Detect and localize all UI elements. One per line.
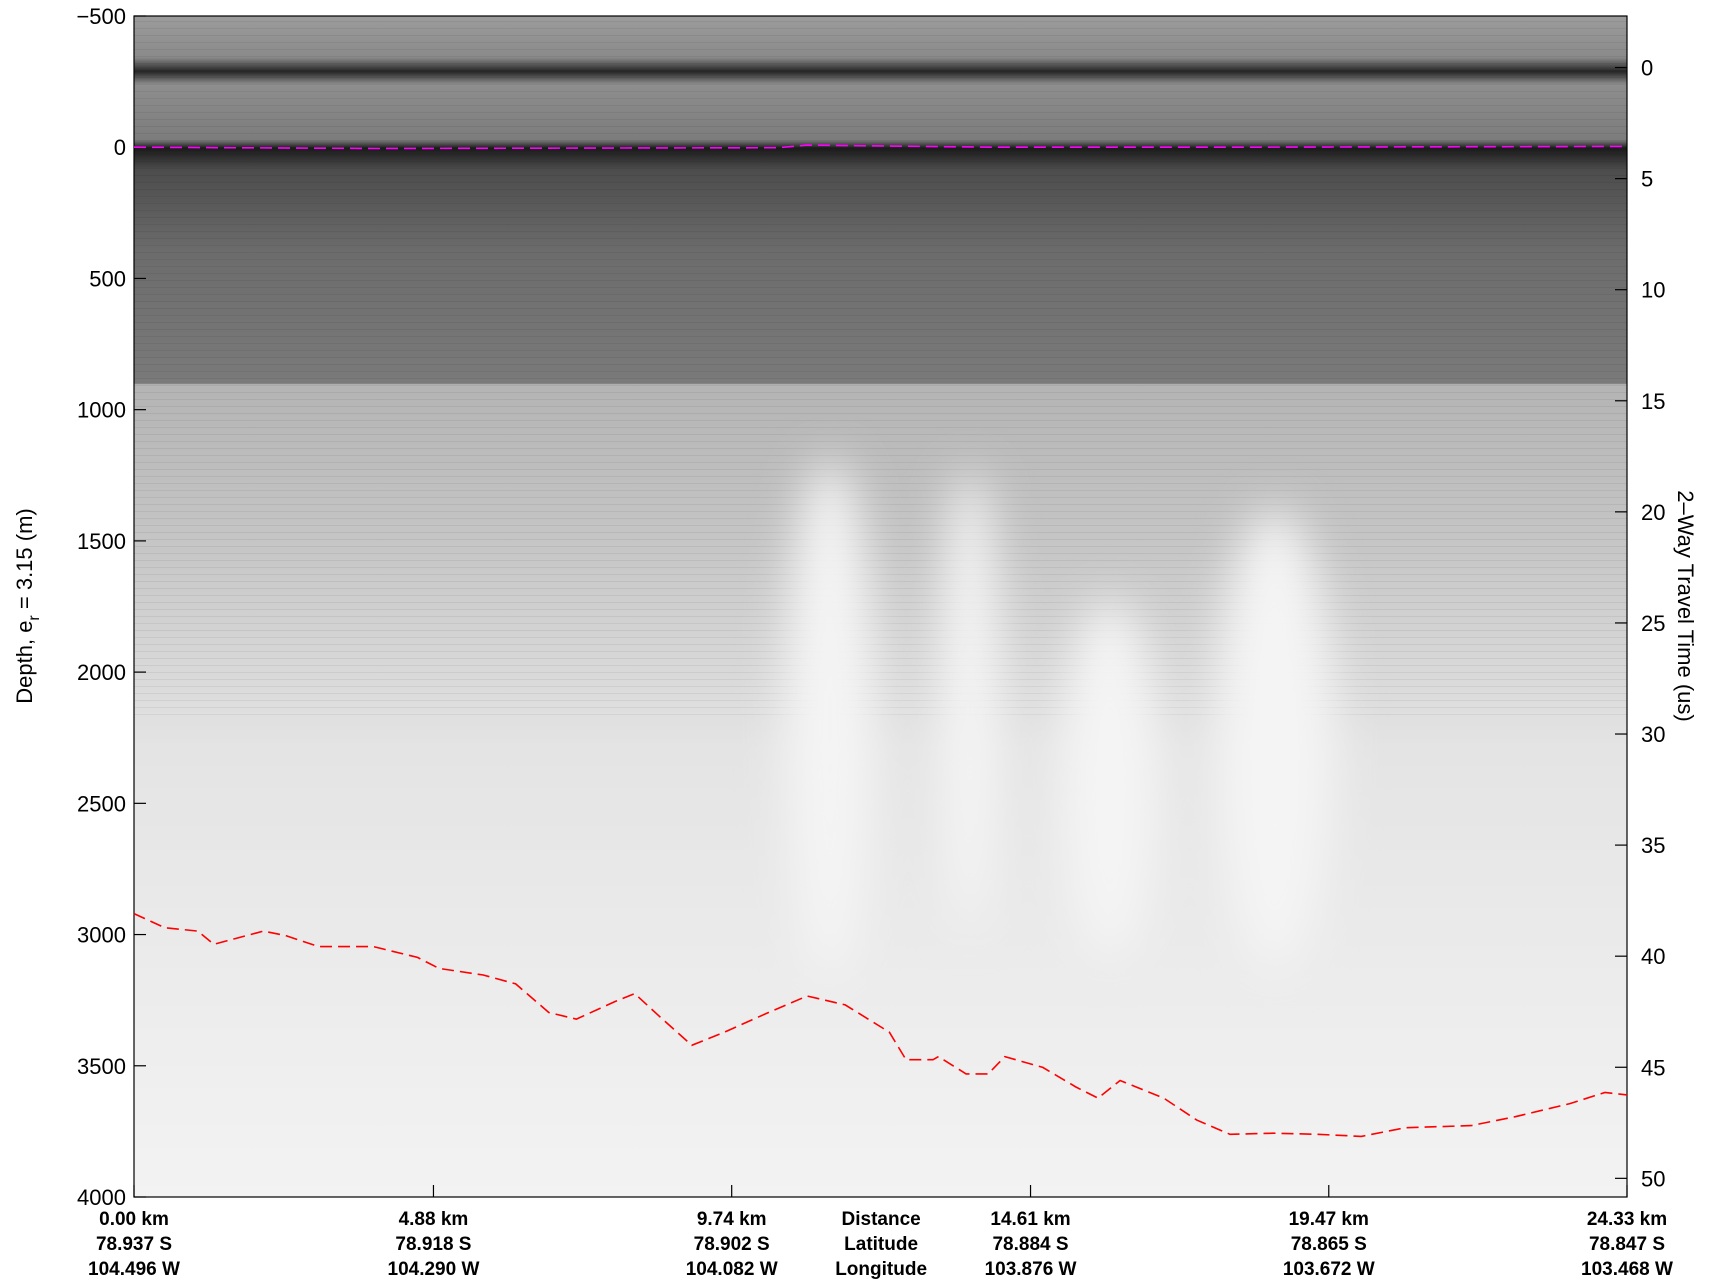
y-tick-label: 2500	[77, 791, 126, 816]
y2-axis-label: 2–Way Travel Time (us)	[1673, 490, 1698, 721]
y-tick-label: 0	[114, 135, 126, 160]
y-tick-label: 500	[89, 266, 126, 291]
y-tick-label: 3000	[77, 923, 126, 948]
longitude-label: 103.876 W	[985, 1259, 1077, 1280]
y-tick-label: 4000	[77, 1185, 126, 1210]
longitude-label: 104.082 W	[686, 1259, 778, 1280]
y-label-part: = 3.15 (m)	[12, 508, 37, 615]
y-axis-label: Depth, er = 3.15 (m)	[12, 508, 43, 703]
y-tick-label: 3500	[77, 1054, 126, 1079]
line-series	[133, 912, 1628, 1138]
y2-tick-label: 5	[1641, 167, 1653, 192]
x-tick-label: 4.88 km	[399, 1209, 469, 1230]
longitude-label: 103.672 W	[1283, 1259, 1375, 1280]
longitude-label: 104.496 W	[88, 1259, 180, 1280]
x-tick-label: 14.61 km	[990, 1209, 1070, 1230]
y-tick-label: 1000	[77, 398, 126, 423]
longitude-label: 104.290 W	[388, 1259, 480, 1280]
y2-tick-label: 50	[1641, 1166, 1665, 1191]
x-axis-name: Latitude	[844, 1234, 918, 1255]
y2-tick-label: 45	[1641, 1055, 1665, 1080]
y2-tick-label: 0	[1641, 56, 1653, 81]
y2-tick-label: 10	[1641, 278, 1665, 303]
x-axis-name: Longitude	[835, 1259, 927, 1280]
x-tick-label: 24.33 km	[1587, 1209, 1667, 1230]
y-tick-label: 1500	[77, 529, 126, 554]
x-tick-label: 9.74 km	[697, 1209, 767, 1230]
y-tick-label: 2000	[77, 660, 126, 685]
latitude-label: 78.937 S	[96, 1234, 172, 1255]
y2-tick-label: 35	[1641, 833, 1665, 858]
latitude-label: 78.902 S	[694, 1234, 770, 1255]
longitude-label: 103.468 W	[1581, 1259, 1673, 1280]
y2-tick-label: 25	[1641, 611, 1665, 636]
plot-frame	[133, 15, 1628, 1198]
y-label-part: Depth, e	[12, 621, 37, 704]
y-label-sub: r	[26, 615, 43, 621]
y2-tick-label: 30	[1641, 722, 1665, 747]
latitude-label: 78.918 S	[395, 1234, 471, 1255]
latitude-label: 78.884 S	[992, 1234, 1068, 1255]
y-tick-label: −500	[76, 4, 126, 29]
line-series	[133, 144, 1628, 150]
latitude-label: 78.865 S	[1291, 1234, 1367, 1255]
x-tick-label: 0.00 km	[99, 1209, 169, 1230]
x-axis-name: Distance	[842, 1209, 921, 1230]
y2-tick-label: 40	[1641, 944, 1665, 969]
y2-tick-label: 15	[1641, 389, 1665, 414]
y2-tick-label: 20	[1641, 500, 1665, 525]
latitude-label: 78.847 S	[1589, 1234, 1665, 1255]
echogram	[134, 16, 1627, 1197]
x-tick-label: 19.47 km	[1289, 1209, 1369, 1230]
